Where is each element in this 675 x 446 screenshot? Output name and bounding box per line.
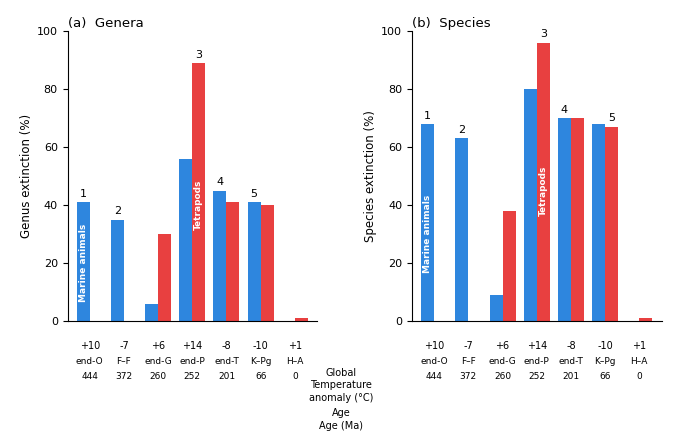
Text: +6: +6: [495, 342, 510, 351]
Bar: [502, 211, 516, 321]
Text: +1: +1: [632, 342, 647, 351]
Text: H–A: H–A: [630, 357, 648, 366]
Bar: [592, 124, 605, 321]
Bar: [227, 202, 240, 321]
Text: Tetrapods: Tetrapods: [194, 180, 203, 230]
Text: Age: Age: [331, 408, 350, 418]
Text: end-O: end-O: [421, 357, 448, 366]
Bar: [605, 127, 618, 321]
Text: 252: 252: [184, 372, 200, 381]
Text: F–F: F–F: [461, 357, 476, 366]
Text: (b)  Species: (b) Species: [412, 17, 491, 30]
Bar: [213, 190, 227, 321]
Text: 3: 3: [540, 29, 547, 39]
Text: +1: +1: [288, 342, 302, 351]
Text: +10: +10: [80, 342, 100, 351]
Text: 5: 5: [608, 113, 615, 124]
Text: 66: 66: [599, 372, 611, 381]
Text: 444: 444: [426, 372, 443, 381]
Text: +10: +10: [424, 342, 444, 351]
Bar: [248, 202, 261, 321]
Text: +14: +14: [526, 342, 547, 351]
Text: 201: 201: [562, 372, 579, 381]
Bar: [111, 219, 124, 321]
Bar: [489, 295, 502, 321]
Text: (a)  Genera: (a) Genera: [68, 17, 143, 30]
Text: 2: 2: [458, 125, 465, 135]
Text: -7: -7: [464, 342, 473, 351]
Text: 201: 201: [218, 372, 235, 381]
Text: 260: 260: [150, 372, 167, 381]
Text: end-T: end-T: [558, 357, 583, 366]
Bar: [639, 318, 652, 321]
Text: -7: -7: [119, 342, 129, 351]
Text: Age (Ma): Age (Ma): [319, 421, 363, 431]
Text: -8: -8: [221, 342, 232, 351]
Bar: [180, 159, 192, 321]
Y-axis label: Species extinction (%): Species extinction (%): [364, 110, 377, 242]
Text: Global
Temperature
anomaly (°C): Global Temperature anomaly (°C): [308, 368, 373, 403]
Text: K–Pg: K–Pg: [595, 357, 616, 366]
Text: 1: 1: [424, 111, 431, 120]
Text: 260: 260: [494, 372, 511, 381]
Text: 4: 4: [217, 177, 223, 187]
Text: Marine animals: Marine animals: [423, 195, 432, 273]
Text: K–Pg: K–Pg: [250, 357, 271, 366]
Bar: [558, 118, 571, 321]
Text: H–A: H–A: [286, 357, 304, 366]
Text: 3: 3: [195, 50, 202, 60]
Bar: [421, 124, 434, 321]
Text: end-O: end-O: [76, 357, 103, 366]
Text: Marine animals: Marine animals: [79, 224, 88, 302]
Bar: [537, 43, 549, 321]
Text: end-P: end-P: [180, 357, 205, 366]
Text: +14: +14: [182, 342, 202, 351]
Text: -8: -8: [566, 342, 576, 351]
Bar: [158, 234, 171, 321]
Text: Tetrapods: Tetrapods: [539, 165, 547, 216]
Text: 252: 252: [529, 372, 545, 381]
Text: +6: +6: [151, 342, 165, 351]
Bar: [524, 89, 537, 321]
Text: end-G: end-G: [144, 357, 172, 366]
Text: 444: 444: [81, 372, 98, 381]
Bar: [77, 202, 90, 321]
Text: -10: -10: [597, 342, 613, 351]
Bar: [456, 138, 468, 321]
Text: 5: 5: [250, 189, 258, 199]
Bar: [295, 318, 308, 321]
Text: 372: 372: [460, 372, 477, 381]
Text: F–F: F–F: [117, 357, 131, 366]
Text: 0: 0: [637, 372, 642, 381]
Text: 1: 1: [80, 189, 86, 199]
Text: end-G: end-G: [489, 357, 516, 366]
Y-axis label: Genus extinction (%): Genus extinction (%): [20, 114, 32, 238]
Bar: [145, 304, 158, 321]
Text: 2: 2: [114, 206, 121, 216]
Text: 372: 372: [115, 372, 132, 381]
Text: 66: 66: [255, 372, 267, 381]
Bar: [192, 63, 205, 321]
Text: end-T: end-T: [214, 357, 239, 366]
Text: end-P: end-P: [524, 357, 549, 366]
Text: 0: 0: [292, 372, 298, 381]
Text: 4: 4: [561, 105, 568, 115]
Bar: [571, 118, 584, 321]
Text: -10: -10: [253, 342, 269, 351]
Bar: [261, 205, 273, 321]
